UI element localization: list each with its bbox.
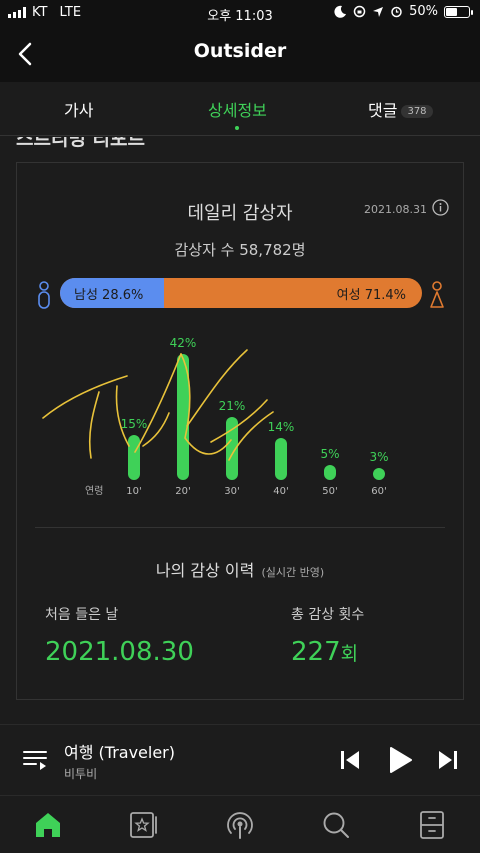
app-header: Outsider (0, 26, 480, 82)
tab-details-label: 상세정보 (208, 101, 267, 120)
age-bar-value-label: 5% (320, 447, 339, 461)
total-plays-unit: 회 (340, 643, 359, 665)
search-icon[interactable] (320, 809, 352, 841)
age-bar-value-label: 3% (369, 450, 388, 464)
total-plays-value: 227회 (291, 637, 358, 667)
alarm-icon (391, 6, 402, 18)
library-icon[interactable] (128, 809, 160, 841)
male-icon (38, 281, 50, 309)
tab-lyrics[interactable]: 가사 (64, 97, 93, 121)
first-listen-label: 처음 들은 날 (45, 607, 119, 623)
age-category-label: 20' (175, 486, 190, 497)
network-type: LTE (59, 5, 82, 20)
age-bar-value-label: 42% (170, 336, 197, 350)
handwritten-scribble (42, 349, 274, 461)
age-distribution-chart: 연령 15% 10' 42% 20' 21% 30' 14% 40' 5% 50' 3% 60' (42, 336, 389, 497)
female-ratio-label: 여성 71.4% (336, 288, 406, 303)
age-bar-value-label: 15% (121, 417, 148, 431)
age-bar-4 (275, 438, 287, 480)
tab-lyrics-label: 가사 (64, 101, 94, 120)
chevron-left-icon[interactable] (14, 40, 38, 68)
location-icon (373, 6, 384, 17)
tab-comments-label: 댓글 (368, 101, 398, 120)
total-plays-count: 227 (291, 637, 341, 667)
gender-ratio-bar: 남성 28.6% 여성 71.4% (60, 278, 422, 308)
home-icon[interactable] (32, 809, 64, 841)
male-ratio-fill (60, 278, 164, 308)
active-tab-indicator (235, 126, 240, 130)
tab-bar: 가사 상세정보 댓글 378 (0, 82, 480, 136)
status-bar: KT LTE 오후 11:03 50% (0, 0, 480, 26)
report-date: 2021.08.31 (364, 203, 427, 216)
previous-track-icon[interactable] (338, 747, 362, 773)
daily-listeners-title: 데일리 감상자 (187, 203, 293, 224)
page-title: Outsider (193, 40, 287, 62)
play-icon[interactable] (386, 745, 414, 775)
clock: 오후 11:03 (207, 9, 273, 24)
tab-comments[interactable]: 댓글 378 (368, 97, 433, 121)
moon-icon (334, 5, 347, 18)
age-bar-6 (373, 468, 385, 480)
section-divider (35, 527, 445, 528)
song-title[interactable]: 여행 (Traveler) (64, 743, 175, 762)
signal-icon (8, 7, 26, 18)
info-icon[interactable] (432, 199, 449, 216)
female-icon (430, 281, 444, 308)
male-ratio-label: 남성 28.6% (74, 288, 144, 303)
history-subtitle: (실시간 반영) (261, 566, 325, 579)
section-heading: 스트리밍 리포트 (16, 128, 145, 150)
age-category-label: 60' (371, 486, 386, 497)
playlist-icon[interactable] (22, 747, 48, 773)
battery-icon (444, 5, 473, 18)
bottom-nav (0, 795, 480, 853)
next-track-icon[interactable] (436, 747, 460, 773)
listener-count: 감상자 수 58,782명 (174, 241, 306, 259)
history-heading: 나의 감상 이력 (실시간 반영) (17, 557, 463, 581)
age-category-label: 30' (224, 486, 239, 497)
tab-details[interactable]: 상세정보 (208, 97, 267, 130)
streaming-report-card: 데일리 감상자 2021.08.31 감상자 수 58,782명 남성 28.6… (16, 162, 464, 700)
carrier: KT (32, 5, 48, 20)
comment-count-badge: 378 (401, 105, 433, 118)
age-bar-3 (226, 417, 238, 480)
total-plays-label: 총 감상 횟수 (291, 607, 365, 623)
age-bar-5 (324, 465, 336, 480)
mini-player[interactable]: 여행 (Traveler) 비투비 (0, 724, 480, 794)
artist-name: 비투비 (64, 767, 98, 781)
age-axis-label: 연령 (85, 485, 103, 497)
age-bar-2 (177, 354, 189, 480)
first-listen-date: 2021.08.30 (45, 637, 194, 667)
rotation-lock-icon (353, 5, 366, 18)
age-category-label: 40' (273, 486, 288, 497)
history-title: 나의 감상 이력 (155, 561, 255, 580)
age-category-label: 10' (126, 486, 141, 497)
age-bar-1 (128, 435, 140, 480)
age-bar-value-label: 14% (268, 420, 295, 434)
storage-icon[interactable] (416, 809, 448, 841)
podcast-icon[interactable] (224, 809, 256, 841)
battery-percent: 50% (409, 4, 438, 19)
age-bar-value-label: 21% (219, 399, 246, 413)
age-category-label: 50' (322, 486, 337, 497)
